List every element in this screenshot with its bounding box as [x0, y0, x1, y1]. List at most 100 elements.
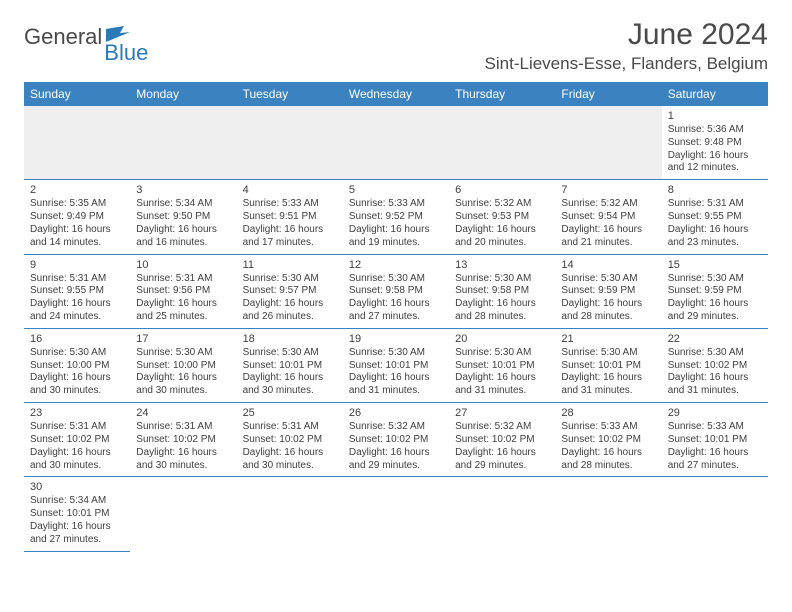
logo: General Blue	[24, 18, 154, 50]
day-info: Sunrise: 5:34 AMSunset: 9:50 PMDaylight:…	[136, 198, 230, 249]
day-number: 9	[30, 258, 124, 272]
calendar-cell	[662, 477, 768, 551]
day-number: 13	[455, 258, 549, 272]
day-info: Sunrise: 5:30 AMSunset: 10:01 PMDaylight…	[243, 347, 337, 398]
calendar-row: 23Sunrise: 5:31 AMSunset: 10:02 PMDaylig…	[24, 403, 768, 477]
day-number: 6	[455, 183, 549, 197]
day-info: Sunrise: 5:30 AMSunset: 9:58 PMDaylight:…	[455, 273, 549, 324]
day-info: Sunrise: 5:33 AMSunset: 9:52 PMDaylight:…	[349, 198, 443, 249]
calendar-cell: 28Sunrise: 5:33 AMSunset: 10:02 PMDaylig…	[555, 403, 661, 477]
calendar-cell: 9Sunrise: 5:31 AMSunset: 9:55 PMDaylight…	[24, 254, 130, 328]
day-info: Sunrise: 5:30 AMSunset: 10:01 PMDaylight…	[349, 347, 443, 398]
day-info: Sunrise: 5:36 AMSunset: 9:48 PMDaylight:…	[668, 124, 762, 175]
calendar-cell: 26Sunrise: 5:32 AMSunset: 10:02 PMDaylig…	[343, 403, 449, 477]
logo-text-general: General	[24, 24, 102, 50]
weekday-header: Tuesday	[237, 82, 343, 106]
location: Sint-Lievens-Esse, Flanders, Belgium	[485, 54, 768, 74]
calendar-cell: 4Sunrise: 5:33 AMSunset: 9:51 PMDaylight…	[237, 180, 343, 254]
day-number: 4	[243, 183, 337, 197]
weekday-header: Saturday	[662, 82, 768, 106]
calendar-table: Sunday Monday Tuesday Wednesday Thursday…	[24, 82, 768, 552]
day-info: Sunrise: 5:31 AMSunset: 9:56 PMDaylight:…	[136, 273, 230, 324]
day-info: Sunrise: 5:33 AMSunset: 9:51 PMDaylight:…	[243, 198, 337, 249]
calendar-row: 9Sunrise: 5:31 AMSunset: 9:55 PMDaylight…	[24, 254, 768, 328]
calendar-row: 30Sunrise: 5:34 AMSunset: 10:01 PMDaylig…	[24, 477, 768, 551]
day-info: Sunrise: 5:31 AMSunset: 9:55 PMDaylight:…	[668, 198, 762, 249]
calendar-cell	[343, 106, 449, 180]
calendar-cell: 25Sunrise: 5:31 AMSunset: 10:02 PMDaylig…	[237, 403, 343, 477]
calendar-cell	[449, 477, 555, 551]
day-number: 10	[136, 258, 230, 272]
day-info: Sunrise: 5:31 AMSunset: 10:02 PMDaylight…	[30, 421, 124, 472]
calendar-cell: 11Sunrise: 5:30 AMSunset: 9:57 PMDayligh…	[237, 254, 343, 328]
day-number: 24	[136, 406, 230, 420]
calendar-cell	[555, 477, 661, 551]
day-number: 26	[349, 406, 443, 420]
calendar-cell: 29Sunrise: 5:33 AMSunset: 10:01 PMDaylig…	[662, 403, 768, 477]
calendar-cell	[24, 106, 130, 180]
calendar-cell: 10Sunrise: 5:31 AMSunset: 9:56 PMDayligh…	[130, 254, 236, 328]
day-number: 8	[668, 183, 762, 197]
calendar-cell: 20Sunrise: 5:30 AMSunset: 10:01 PMDaylig…	[449, 328, 555, 402]
month-title: June 2024	[485, 18, 768, 52]
day-info: Sunrise: 5:32 AMSunset: 9:54 PMDaylight:…	[561, 198, 655, 249]
weekday-header-row: Sunday Monday Tuesday Wednesday Thursday…	[24, 82, 768, 106]
calendar-cell: 30Sunrise: 5:34 AMSunset: 10:01 PMDaylig…	[24, 477, 130, 551]
calendar-cell	[237, 106, 343, 180]
calendar-cell: 1Sunrise: 5:36 AMSunset: 9:48 PMDaylight…	[662, 106, 768, 180]
calendar-cell: 5Sunrise: 5:33 AMSunset: 9:52 PMDaylight…	[343, 180, 449, 254]
day-number: 27	[455, 406, 549, 420]
logo-text-blue: Blue	[104, 40, 148, 66]
calendar-row: 16 Sunrise: 5:30 AMSunset: 10:00 PMDaylig…	[24, 328, 768, 402]
calendar-cell: 13Sunrise: 5:30 AMSunset: 9:58 PMDayligh…	[449, 254, 555, 328]
day-number: 22	[668, 332, 762, 346]
calendar-cell: 2Sunrise: 5:35 AMSunset: 9:49 PMDaylight…	[24, 180, 130, 254]
day-info: Sunrise: 5:30 AMSunset: 10:02 PMDaylight…	[668, 347, 762, 398]
day-number: 11	[243, 258, 337, 272]
day-info: Sunrise: 5:30 AMSunset: 9:59 PMDaylight:…	[561, 273, 655, 324]
calendar-cell	[449, 106, 555, 180]
calendar-cell: 21Sunrise: 5:30 AMSunset: 10:01 PMDaylig…	[555, 328, 661, 402]
day-info: Sunrise: 5:33 AMSunset: 10:01 PMDaylight…	[668, 421, 762, 472]
weekday-header: Sunday	[24, 82, 130, 106]
day-number: 25	[243, 406, 337, 420]
day-info: Sunrise: 5:31 AMSunset: 9:55 PMDaylight:…	[30, 273, 124, 324]
day-info: Sunrise: 5:30 AMSunset: 10:01 PMDaylight…	[561, 347, 655, 398]
calendar-cell: 12Sunrise: 5:30 AMSunset: 9:58 PMDayligh…	[343, 254, 449, 328]
calendar-cell: 22Sunrise: 5:30 AMSunset: 10:02 PMDaylig…	[662, 328, 768, 402]
day-number: 17	[136, 332, 230, 346]
calendar-row: 2Sunrise: 5:35 AMSunset: 9:49 PMDaylight…	[24, 180, 768, 254]
weekday-header: Wednesday	[343, 82, 449, 106]
title-block: June 2024 Sint-Lievens-Esse, Flanders, B…	[485, 18, 768, 74]
day-number: 16	[30, 332, 124, 346]
day-number: 21	[561, 332, 655, 346]
day-info: Sunrise: 5:30 AMSunset: 10:00 PMDaylight…	[136, 347, 230, 398]
day-info: Sunrise: 5:32 AMSunset: 10:02 PMDaylight…	[455, 421, 549, 472]
day-info: Sunrise: 5:30 AMSunset: 9:57 PMDaylight:…	[243, 273, 337, 324]
day-info: Sunrise: 5:30 AMSunset: 9:59 PMDaylight:…	[668, 273, 762, 324]
calendar-cell: 7Sunrise: 5:32 AMSunset: 9:54 PMDaylight…	[555, 180, 661, 254]
calendar-cell: 3Sunrise: 5:34 AMSunset: 9:50 PMDaylight…	[130, 180, 236, 254]
calendar-cell	[130, 477, 236, 551]
day-number: 3	[136, 183, 230, 197]
calendar-cell	[130, 106, 236, 180]
day-number: 2	[30, 183, 124, 197]
day-info: Sunrise: 5:32 AMSunset: 9:53 PMDaylight:…	[455, 198, 549, 249]
calendar-cell: 14Sunrise: 5:30 AMSunset: 9:59 PMDayligh…	[555, 254, 661, 328]
weekday-header: Monday	[130, 82, 236, 106]
calendar-cell: 24Sunrise: 5:31 AMSunset: 10:02 PMDaylig…	[130, 403, 236, 477]
day-number: 14	[561, 258, 655, 272]
day-number: 30	[30, 480, 124, 494]
day-number: 23	[30, 406, 124, 420]
day-info: Sunrise: 5:33 AMSunset: 10:02 PMDaylight…	[561, 421, 655, 472]
calendar-cell: 27Sunrise: 5:32 AMSunset: 10:02 PMDaylig…	[449, 403, 555, 477]
day-number: 18	[243, 332, 337, 346]
day-info: Sunrise: 5:30 AMSunset: 10:01 PMDaylight…	[455, 347, 549, 398]
day-number: 12	[349, 258, 443, 272]
day-info: Sunrise: 5:31 AMSunset: 10:02 PMDaylight…	[136, 421, 230, 472]
calendar-cell: 17Sunrise: 5:30 AMSunset: 10:00 PMDaylig…	[130, 328, 236, 402]
weekday-header: Friday	[555, 82, 661, 106]
calendar-cell	[237, 477, 343, 551]
calendar-cell	[343, 477, 449, 551]
calendar-cell	[555, 106, 661, 180]
